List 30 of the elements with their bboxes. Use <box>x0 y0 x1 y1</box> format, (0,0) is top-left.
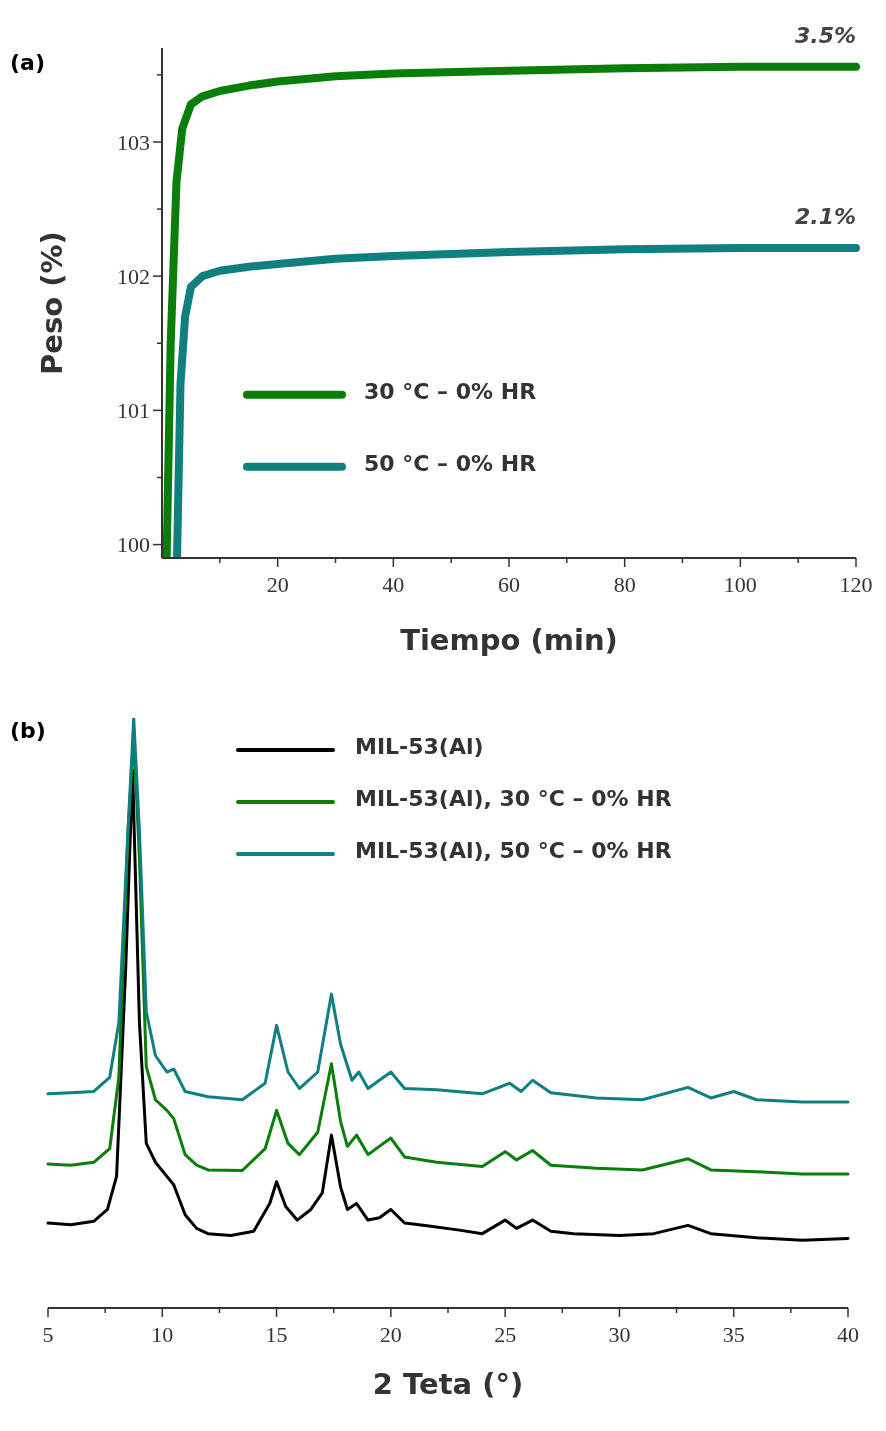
text: (a) <box>10 50 45 75</box>
x-tick-label: 100 <box>723 572 757 597</box>
y-tick-label: 101 <box>117 398 150 424</box>
legend-label: MIL-53(Al), 50 °C – 0% HR <box>355 837 672 863</box>
x-tick-label: 40 <box>382 572 405 597</box>
x-tick-label: 25 <box>494 1322 517 1347</box>
legend-label: 30 °C – 0% HR <box>364 378 537 404</box>
y-axis-title: Peso (%) <box>35 231 69 375</box>
y-tick-label: 103 <box>117 129 150 155</box>
annotation: 2.1% <box>794 203 856 229</box>
x-tick-label: 120 <box>839 572 873 597</box>
x-tick-label: 20 <box>266 572 289 597</box>
x-axis-title: Tiempo (min) <box>400 623 618 657</box>
legend-label: MIL-53(Al) <box>355 733 484 759</box>
x-tick-label: 5 <box>42 1322 54 1347</box>
text: (b) <box>10 718 46 743</box>
legend-label: MIL-53(Al), 30 °C – 0% HR <box>355 785 672 811</box>
y-tick-label: 102 <box>117 263 150 289</box>
x-tick-label: 15 <box>265 1322 288 1347</box>
x-tick-label: 30 <box>608 1322 631 1347</box>
annotation: 3.5% <box>794 22 856 48</box>
y-tick-label: 100 <box>117 532 150 558</box>
legend-label: 50 °C – 0% HR <box>364 450 537 476</box>
x-tick-label: 35 <box>722 1322 745 1347</box>
x-tick-label: 80 <box>613 572 636 597</box>
x-tick-label: 60 <box>498 572 520 597</box>
x-axis-title: 2 Teta (°) <box>372 1367 524 1401</box>
x-tick-label: 10 <box>151 1322 174 1347</box>
x-tick-label: 40 <box>837 1322 859 1347</box>
x-tick-label: 20 <box>379 1322 402 1347</box>
